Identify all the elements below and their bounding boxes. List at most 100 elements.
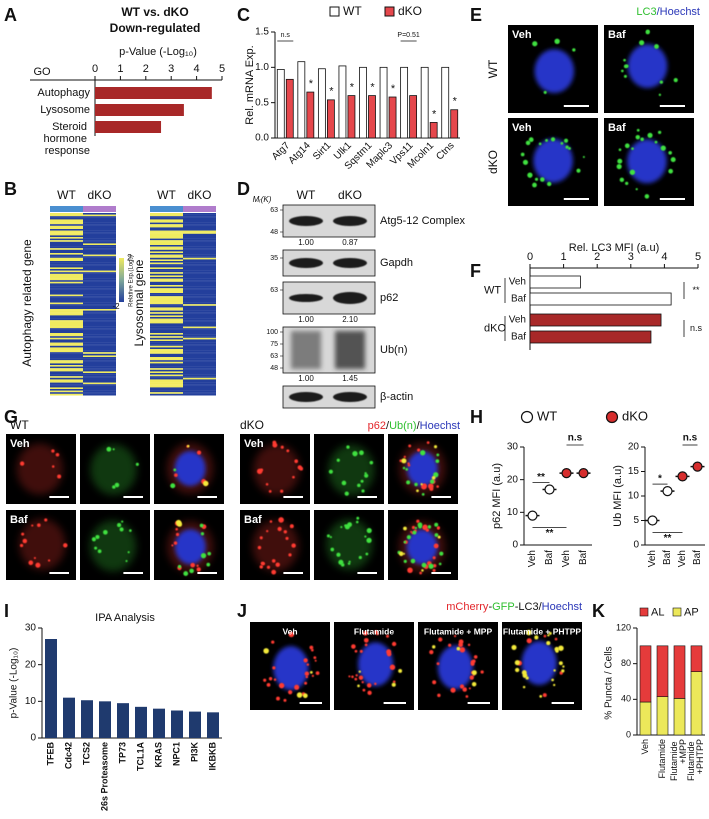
puncta bbox=[276, 696, 280, 701]
chart-title: Rel. LC3 MFI (a.u) bbox=[569, 242, 659, 254]
group-label: WT bbox=[57, 188, 76, 202]
cytoplasm bbox=[253, 444, 300, 495]
puncta bbox=[196, 564, 199, 567]
quantification: 1.45 bbox=[342, 374, 358, 383]
puncta bbox=[657, 130, 662, 135]
cell bbox=[167, 519, 214, 576]
puncta bbox=[437, 535, 441, 539]
heatmap-row bbox=[150, 240, 183, 242]
puncta bbox=[351, 644, 356, 649]
puncta bbox=[366, 683, 372, 688]
puncta bbox=[659, 80, 663, 84]
heatmap-row bbox=[183, 365, 216, 367]
heatmap-row bbox=[83, 297, 116, 300]
puncta bbox=[357, 483, 361, 488]
heatmap-row bbox=[50, 245, 83, 247]
puncta bbox=[37, 523, 41, 527]
heatmap-row bbox=[50, 385, 83, 388]
puncta bbox=[199, 523, 204, 528]
puncta bbox=[288, 553, 292, 557]
heatmap-row bbox=[83, 229, 116, 231]
x-tick-label: 5 bbox=[695, 251, 701, 263]
heatmap-row bbox=[183, 326, 216, 329]
heatmap-row bbox=[183, 342, 216, 345]
puncta bbox=[277, 526, 282, 532]
heatmap-row bbox=[83, 269, 116, 271]
heatmap-row bbox=[50, 237, 83, 239]
x-tick-label: Baf bbox=[544, 550, 555, 565]
puncta bbox=[432, 680, 437, 685]
heatmap-row bbox=[83, 233, 116, 236]
significance: ** bbox=[664, 533, 672, 544]
heatmap-row bbox=[183, 251, 216, 254]
puncta bbox=[619, 177, 625, 183]
puncta bbox=[658, 93, 662, 96]
puncta bbox=[467, 643, 471, 647]
heatmap-row bbox=[150, 297, 183, 300]
puncta bbox=[403, 540, 407, 544]
bar-segment bbox=[690, 645, 703, 672]
heatmap-row bbox=[150, 347, 183, 350]
heatmap-row bbox=[150, 350, 183, 353]
heatmap-row bbox=[150, 363, 183, 366]
heatmap-row bbox=[183, 262, 216, 265]
heatmap-row bbox=[50, 341, 83, 343]
heatmap-row bbox=[183, 216, 216, 218]
cell bbox=[532, 38, 576, 94]
heatmap-row bbox=[83, 273, 116, 276]
puncta bbox=[344, 524, 347, 527]
puncta bbox=[469, 675, 474, 680]
heatmap-row bbox=[150, 301, 183, 303]
puncta bbox=[347, 522, 352, 527]
puncta bbox=[357, 684, 360, 688]
heatmap-row bbox=[83, 280, 116, 282]
puncta bbox=[410, 558, 416, 564]
y-tick-label: 1.0 bbox=[255, 62, 269, 73]
heatmap-row bbox=[83, 321, 116, 324]
puncta bbox=[473, 655, 478, 659]
heatmap-row bbox=[183, 243, 216, 246]
panel-letter: J bbox=[237, 601, 247, 621]
cell bbox=[263, 631, 320, 702]
puncta bbox=[63, 543, 68, 548]
heatmap-row bbox=[50, 305, 83, 308]
puncta bbox=[417, 448, 421, 452]
heatmap-row bbox=[183, 366, 216, 369]
heatmap-row bbox=[50, 302, 83, 305]
heatmap-row bbox=[83, 256, 116, 258]
panel-letter: D bbox=[237, 179, 250, 199]
heatmap-row bbox=[183, 213, 216, 215]
puncta bbox=[398, 668, 403, 673]
heatmap-row bbox=[183, 368, 216, 370]
heatmap-row bbox=[150, 296, 183, 298]
heatmap-row bbox=[183, 392, 216, 394]
heatmap-row bbox=[150, 365, 183, 367]
heatmap-row bbox=[150, 283, 183, 286]
heatmap-row bbox=[83, 344, 116, 346]
puncta bbox=[428, 563, 434, 569]
puncta bbox=[362, 688, 366, 692]
puncta bbox=[346, 445, 350, 449]
y-tick-label: 0.0 bbox=[255, 133, 269, 144]
heatmap-row bbox=[150, 245, 183, 247]
heatmap-row bbox=[183, 384, 216, 386]
heatmap-row bbox=[183, 357, 216, 359]
heatmap-row bbox=[150, 277, 183, 279]
lane-label: WT bbox=[297, 188, 316, 202]
bar-segment bbox=[639, 645, 652, 703]
heatmap-row bbox=[50, 213, 83, 215]
heatmap-row bbox=[183, 240, 216, 242]
marker-label: 100 bbox=[266, 329, 278, 336]
heatmap-row bbox=[150, 230, 183, 233]
puncta bbox=[271, 640, 275, 644]
puncta bbox=[420, 483, 423, 486]
puncta bbox=[348, 560, 351, 563]
x-tick-label: IKBKB bbox=[207, 742, 217, 771]
heatmap-row bbox=[50, 235, 83, 238]
heatmap-row bbox=[183, 261, 216, 263]
puncta bbox=[341, 480, 347, 486]
y-tick-label: 120 bbox=[616, 622, 631, 632]
heatmap-row bbox=[183, 248, 216, 250]
heatmap-row bbox=[50, 315, 83, 318]
puncta bbox=[528, 137, 534, 143]
